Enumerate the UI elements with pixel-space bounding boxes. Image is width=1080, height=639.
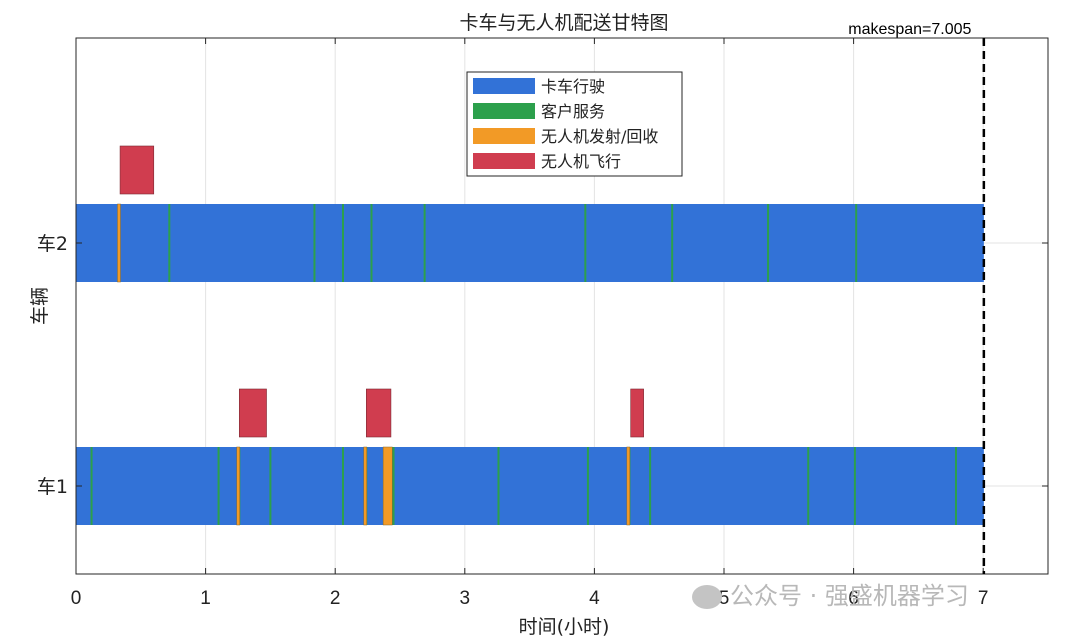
service-marker (341, 204, 344, 282)
service-marker (217, 447, 220, 525)
drone-flight-segment (119, 145, 155, 195)
y-tick-label: 车1 (37, 476, 68, 498)
legend-label-service: 客户服务 (541, 102, 605, 121)
legend-label-launch: 无人机发射/回收 (541, 127, 658, 146)
service-marker (586, 447, 589, 525)
service-marker (497, 447, 500, 525)
x-axis: 0 1 2 3 4 5 6 7 (71, 38, 989, 609)
bars-layer (76, 145, 984, 526)
service-marker (807, 447, 810, 525)
service-marker (649, 447, 652, 525)
service-marker (90, 447, 93, 525)
service-marker (168, 204, 171, 282)
watermark: 公众号 · 强盛机器学习 (692, 576, 969, 611)
service-marker (370, 204, 373, 282)
x-tick-label: 6 (848, 588, 859, 609)
x-tick-label: 5 (719, 588, 730, 609)
drone-flight-segment (366, 388, 392, 438)
service-marker (853, 447, 856, 525)
watermark-text: 公众号 · 强盛机器学习 (730, 582, 969, 610)
launch-segment (236, 446, 240, 526)
launch-segment (382, 446, 393, 526)
legend-swatch-flight (473, 153, 535, 169)
makespan-label: makespan=7.005 (848, 21, 971, 38)
service-marker (767, 204, 770, 282)
x-tick-label: 3 (460, 588, 471, 609)
x-tick-label: 4 (589, 588, 600, 609)
vehicle-2-row (76, 145, 984, 283)
service-marker (341, 447, 344, 525)
legend-label-flight: 无人机飞行 (541, 152, 621, 171)
chart-title: 卡车与无人机配送甘特图 (459, 12, 668, 34)
service-marker (392, 447, 395, 525)
x-tick-label: 0 (71, 588, 82, 609)
service-marker (954, 447, 957, 525)
drone-flight-segment (630, 388, 644, 438)
truck-segment (76, 204, 984, 282)
legend-swatch-truck (473, 78, 535, 94)
legend-swatch-launch (473, 128, 535, 144)
truck-segment (76, 447, 984, 525)
vehicle-1-row (76, 388, 984, 526)
legend-swatch-service (473, 103, 535, 119)
service-marker (855, 204, 858, 282)
x-tick-label: 1 (200, 588, 211, 609)
y-tick-label: 车2 (37, 233, 68, 255)
drone-flight-segment (238, 388, 267, 438)
x-tick-label: 7 (978, 588, 989, 609)
y-axis-label: 车辆 (29, 287, 51, 325)
service-marker (423, 204, 426, 282)
launch-segment (363, 446, 367, 526)
launch-segment (117, 203, 121, 283)
legend-label-truck: 卡车行驶 (541, 77, 605, 96)
x-axis-label: 时间(小时) (519, 616, 610, 638)
service-marker (671, 204, 674, 282)
wechat-icon (692, 585, 722, 609)
service-marker (584, 204, 587, 282)
plot-frame (75, 37, 1049, 575)
y-axis: 车1 车2 (37, 233, 1048, 498)
launch-segment (626, 446, 631, 526)
service-marker (313, 204, 316, 282)
service-marker (269, 447, 272, 525)
x-tick-label: 2 (330, 588, 341, 609)
